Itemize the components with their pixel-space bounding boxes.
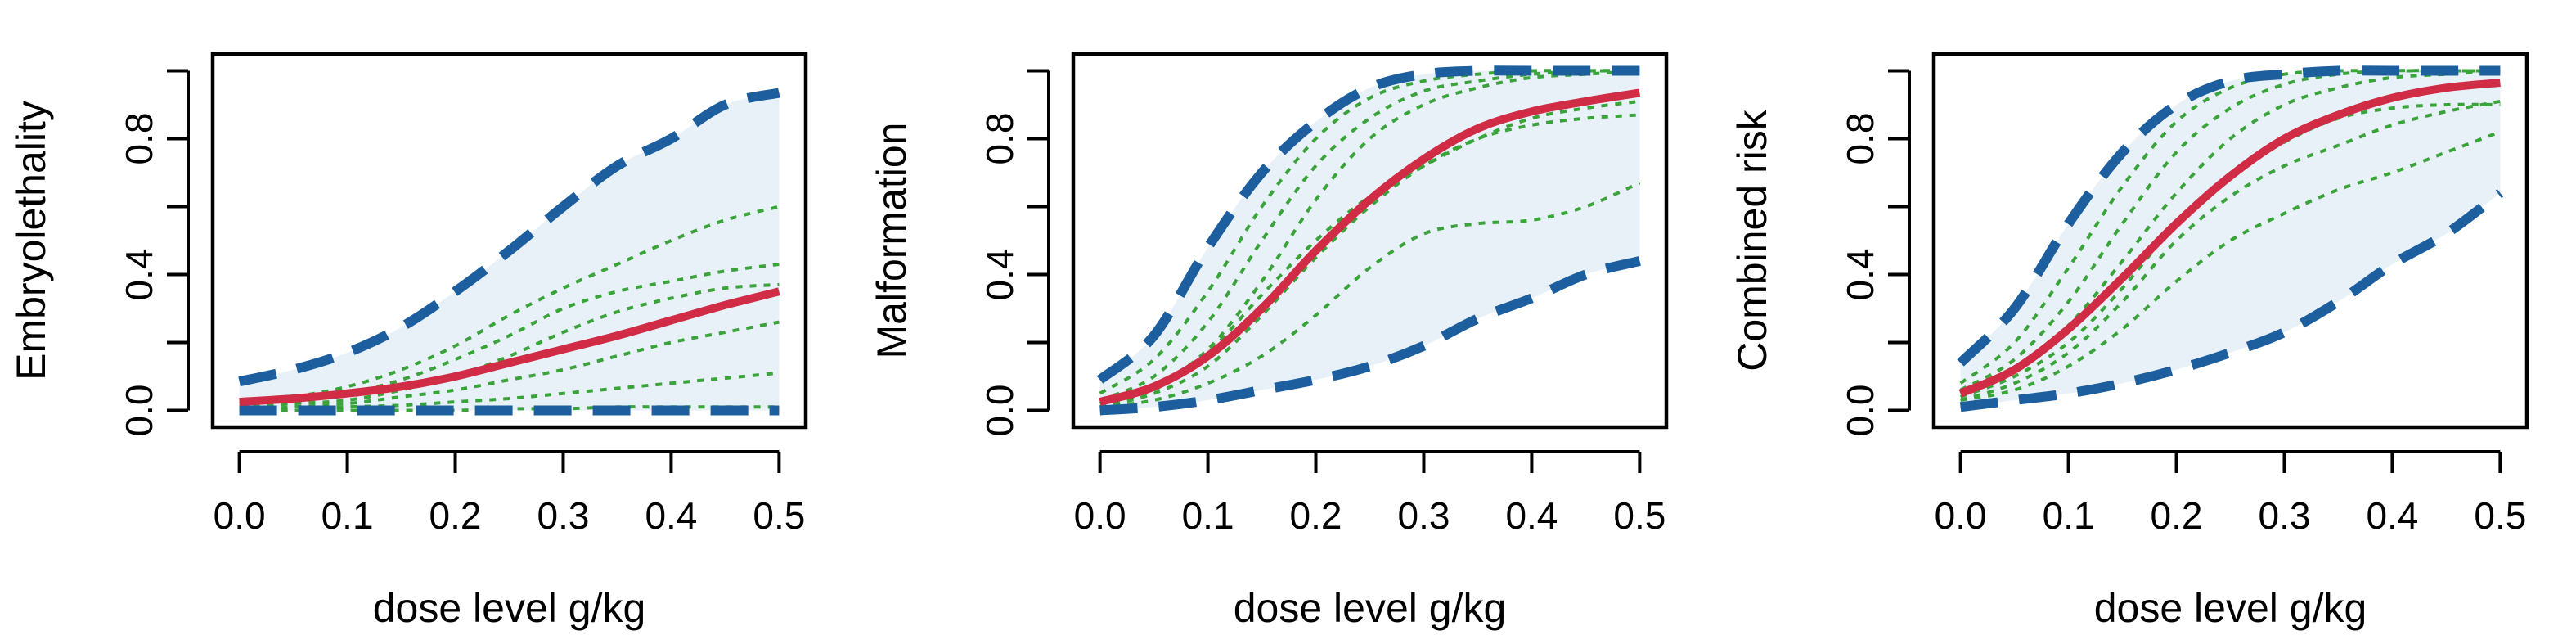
x-tick-label: 0.3 <box>1397 494 1450 537</box>
mean-curve <box>1958 79 2501 398</box>
x-tick-label: 0.3 <box>2258 494 2310 537</box>
x-axis-label: dose level g/kg <box>2094 585 2367 631</box>
sample-curve-2 <box>1099 69 1640 402</box>
sample-curve-4 <box>1959 102 2501 399</box>
x-tick-label: 0.2 <box>429 494 482 537</box>
x-tick-label: 0.1 <box>321 494 374 537</box>
chart-panel-1: 0.0 0.4 0.8 0.0 0.1 0.2 0.3 0.4 0.5 Embryolethali… <box>8 52 808 631</box>
upper-bound-line <box>238 88 780 387</box>
lower-bound-line <box>1099 256 1641 416</box>
x-tick-label: 0.0 <box>1074 494 1126 537</box>
y-axis-label: Malformation <box>869 123 915 359</box>
sample-curve-3 <box>239 282 780 409</box>
sample-curve-5 <box>1099 113 1640 409</box>
y-tick-label: 0.0 <box>1839 385 1881 437</box>
x-tick-label: 0.0 <box>1935 494 1987 537</box>
y-axis-label: Embryolethality <box>8 101 54 381</box>
mean-curve <box>239 287 780 407</box>
plot-frame <box>210 52 808 430</box>
x-tick-label: 0.5 <box>1613 494 1666 537</box>
x-tick-label: 0.4 <box>2366 494 2418 537</box>
mean-curve <box>1099 88 1641 406</box>
y-tick-label: 0.8 <box>118 113 160 165</box>
x-tick-label: 0.4 <box>1505 494 1558 537</box>
upper-bound-line <box>1096 65 1640 384</box>
sample-curve-5 <box>239 371 780 412</box>
y-tick-label: 0.8 <box>1839 113 1881 165</box>
x-tick-label: 0.4 <box>645 494 697 537</box>
y-tick-label: 0.4 <box>1839 249 1881 301</box>
sample-curve-3 <box>1959 69 2501 395</box>
plot-frame <box>1071 52 1669 430</box>
sample-curve-6 <box>1099 181 1641 409</box>
sample-curve-2 <box>1959 69 2501 392</box>
x-axis-label: dose level g/kg <box>373 585 646 631</box>
x-tick-label: 0.1 <box>2043 494 2095 537</box>
sample-curve-5 <box>1960 99 2501 402</box>
sample-curve-6 <box>1960 130 2502 402</box>
lower-bound-line <box>1959 189 2504 412</box>
chart-panel-2: 0.0 0.4 0.8 0.0 0.1 0.2 0.3 0.4 0.5 Malformation d… <box>869 52 1669 631</box>
y-tick-label: 0.4 <box>118 249 160 301</box>
y-tick-label: 0.4 <box>978 249 1021 301</box>
x-tick-label: 0.2 <box>1290 494 1342 537</box>
sample-curve-3 <box>1099 69 1640 406</box>
y-tick-label: 0.8 <box>978 113 1021 165</box>
y-tick-label: 0.0 <box>118 385 160 437</box>
credible-band <box>1099 70 1640 411</box>
x-tick-label: 0.3 <box>537 494 589 537</box>
sample-curve-2 <box>239 263 780 409</box>
x-tick-label: 0.0 <box>214 494 266 537</box>
y-axis-label: Combined risk <box>1729 109 1775 372</box>
y-tick-label: 0.0 <box>978 385 1021 437</box>
x-tick-label: 0.2 <box>2151 494 2203 537</box>
plot-frame <box>1931 52 2529 430</box>
chart-panel-3: 0.0 0.4 0.8 0.0 0.1 0.2 0.3 0.4 0.5 Combined risk… <box>1729 52 2529 631</box>
x-axis-label: dose level g/kg <box>1234 585 1507 631</box>
x-tick-label: 0.1 <box>1182 494 1234 537</box>
upper-bound-line <box>1957 65 2501 367</box>
x-tick-label: 0.5 <box>753 494 805 537</box>
x-tick-label: 0.5 <box>2474 494 2526 537</box>
